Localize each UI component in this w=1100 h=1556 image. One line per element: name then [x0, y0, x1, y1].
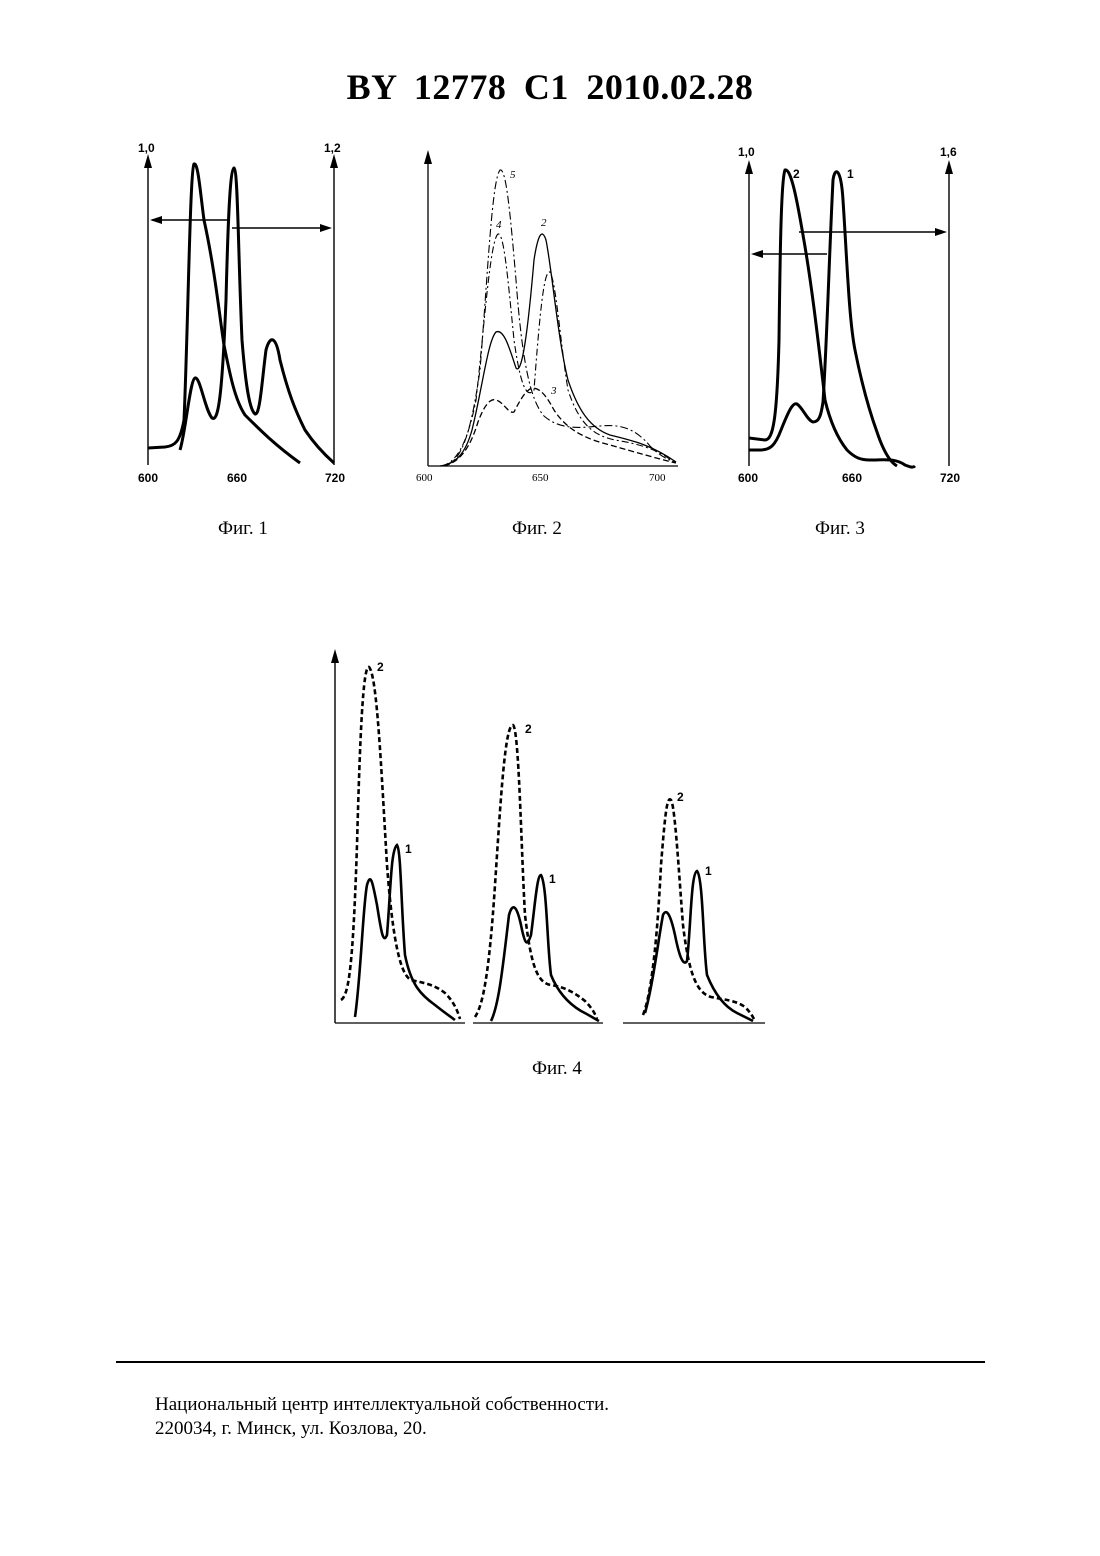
g3-curve-1 [645, 871, 753, 1021]
y-left-label: 1,0 [738, 145, 755, 159]
curve-label: 2 [541, 217, 547, 229]
figure-3-caption: Фиг. 3 [815, 518, 865, 540]
y-right-label: 1,6 [940, 145, 957, 159]
figure-4: 2 1 2 1 2 1 [325, 645, 775, 1035]
curve-label: 3 [550, 385, 557, 397]
curve-label: 5 [510, 169, 516, 181]
y-left-label: 1,0 [138, 141, 155, 155]
y-right-label: 1,2 [324, 141, 341, 155]
x-tick-label: 720 [940, 471, 960, 485]
g3-curve-2 [643, 799, 755, 1021]
arrow-right-head [935, 228, 947, 236]
x-tick-label: 720 [325, 471, 345, 485]
y-axis-arrow [424, 150, 432, 164]
y-axis-arrow [331, 649, 339, 663]
figure-4-plot: 2 1 2 1 2 1 [325, 645, 775, 1035]
figure-1: 1,0 1,2 600 660 720 [120, 130, 360, 490]
curve-label: 4 [496, 219, 502, 231]
figure-4-caption: Фиг. 4 [532, 1058, 582, 1080]
curve-label: 1 [705, 864, 712, 878]
footer-divider [116, 1361, 985, 1363]
figure-3-plot: 1,0 1,6 600 660 720 2 1 [735, 140, 975, 490]
curve-4 [442, 234, 676, 466]
curve-3-1 [749, 172, 897, 466]
x-tick-label: 660 [842, 471, 862, 485]
x-tick-label: 600 [138, 471, 158, 485]
figure-3: 1,0 1,6 600 660 720 2 1 [735, 140, 975, 490]
x-tick-label: 600 [416, 472, 433, 484]
footer: Национальный центр интеллектуальной собс… [155, 1393, 609, 1441]
curve-label: 1 [549, 872, 556, 886]
y-axis-left-arrow [144, 154, 152, 168]
g1-curve-1 [355, 845, 455, 1020]
arrow-left-head [150, 216, 162, 224]
curve-label: 2 [525, 722, 532, 736]
curve-label: 2 [377, 660, 384, 674]
footer-line-1: Национальный центр интеллектуальной собс… [155, 1393, 609, 1417]
curve-label: 2 [677, 790, 684, 804]
y-axis-right-arrow [945, 160, 953, 174]
figure-1-plot: 1,0 1,2 600 660 720 [120, 130, 360, 490]
figure-2-caption: Фиг. 2 [512, 518, 562, 540]
footer-line-2: 220034, г. Минск, ул. Козлова, 20. [155, 1417, 609, 1441]
y-axis-left-arrow [745, 160, 753, 174]
curve-label: 1 [847, 167, 854, 181]
x-tick-label: 700 [649, 472, 666, 484]
arrow-left-head [751, 250, 763, 258]
x-tick-label: 660 [227, 471, 247, 485]
x-tick-label: 600 [738, 471, 758, 485]
x-tick-label: 650 [532, 472, 549, 484]
arrow-right-head [320, 224, 332, 232]
curve-label: 2 [793, 167, 800, 181]
y-axis-right-arrow [330, 154, 338, 168]
figure-2: 600 650 700 2 3 4 5 [410, 150, 690, 490]
g2-curve-2 [475, 725, 597, 1019]
document-header: BY 12778 C1 2010.02.28 [0, 66, 1100, 108]
curve-label: 1 [405, 842, 412, 856]
figure-2-plot: 600 650 700 2 3 4 5 [410, 150, 690, 490]
figure-1-caption: Фиг. 1 [218, 518, 268, 540]
